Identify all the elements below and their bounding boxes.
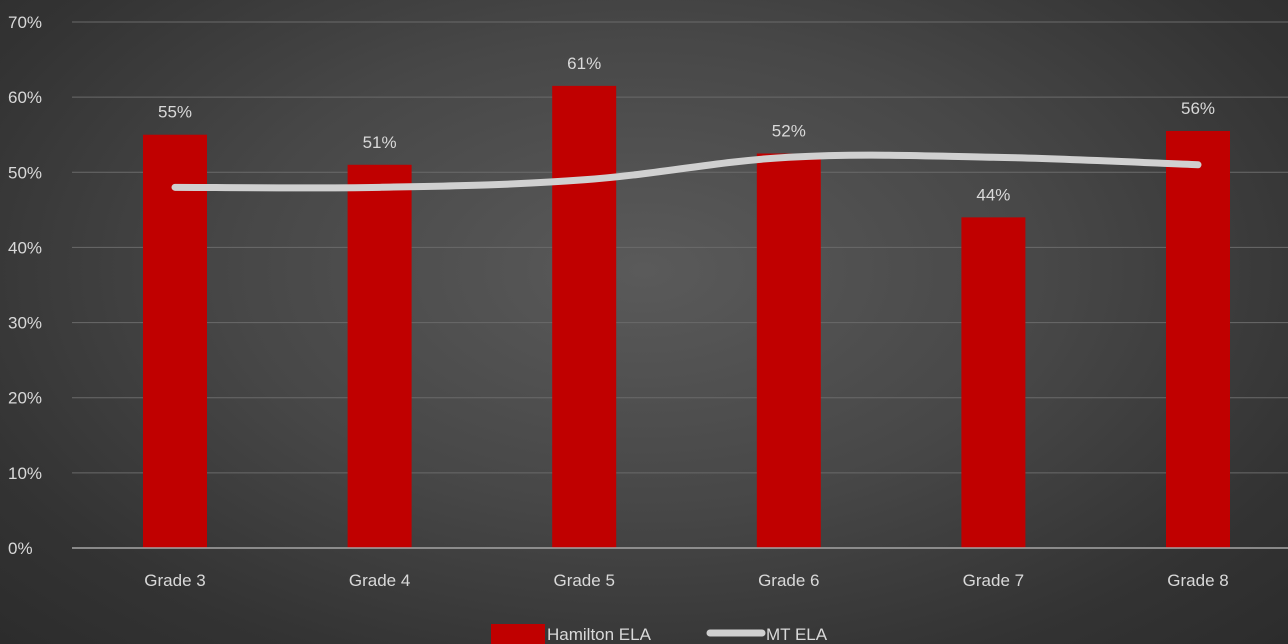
bar-grade-3 (143, 134, 207, 548)
data-label: 51% (363, 133, 397, 152)
bar-series (143, 85, 1230, 548)
y-tick-label: 40% (8, 238, 42, 257)
data-label: 61% (567, 54, 601, 73)
bar-grade-4 (347, 164, 412, 548)
bar-grade-5 (552, 85, 617, 548)
x-tick-label: Grade 5 (553, 571, 614, 590)
x-tick-label: Grade 3 (144, 571, 205, 590)
bar-grade-6 (756, 153, 821, 548)
data-label: 55% (158, 103, 192, 122)
y-tick-label: 60% (8, 88, 42, 107)
x-tick-label: Grade 8 (1167, 571, 1228, 590)
y-tick-label: 0% (8, 539, 33, 558)
line-series (171, 151, 1202, 192)
x-tick-label: Grade 7 (963, 571, 1024, 590)
legend-label: Hamilton ELA (547, 625, 652, 644)
x-tick-label: Grade 6 (758, 571, 819, 590)
gridlines (72, 21, 1288, 474)
y-tick-label: 20% (8, 389, 42, 408)
y-tick-label: 30% (8, 314, 42, 333)
y-axis-tick-labels: 0% 10% 20% 30% 40% 50% 60% 70% (8, 13, 42, 558)
legend-item-hamilton-ela: Hamilton ELA (491, 624, 652, 644)
line-mt-ela (171, 151, 1202, 192)
y-tick-label: 10% (8, 464, 42, 483)
y-tick-label: 50% (8, 163, 42, 182)
legend-item-mt-ela: MT ELA (706, 625, 828, 644)
data-label: 56% (1181, 99, 1215, 118)
data-label: 52% (772, 122, 806, 141)
legend-label: MT ELA (766, 625, 828, 644)
y-tick-label: 70% (8, 13, 42, 32)
bar-grade-8 (1166, 130, 1230, 548)
x-axis-tick-labels: Grade 3 Grade 4 Grade 5 Grade 6 Grade 7 Grade… (144, 571, 1228, 590)
data-label: 44% (976, 185, 1010, 204)
data-labels: 55% 51% 61% 52% 44% 56% (158, 54, 1215, 205)
legend-swatch-bar (491, 624, 545, 644)
legend: Hamilton ELA MT ELA (491, 624, 828, 644)
bar-grade-7 (961, 217, 1026, 548)
x-tick-label: Grade 4 (349, 571, 410, 590)
